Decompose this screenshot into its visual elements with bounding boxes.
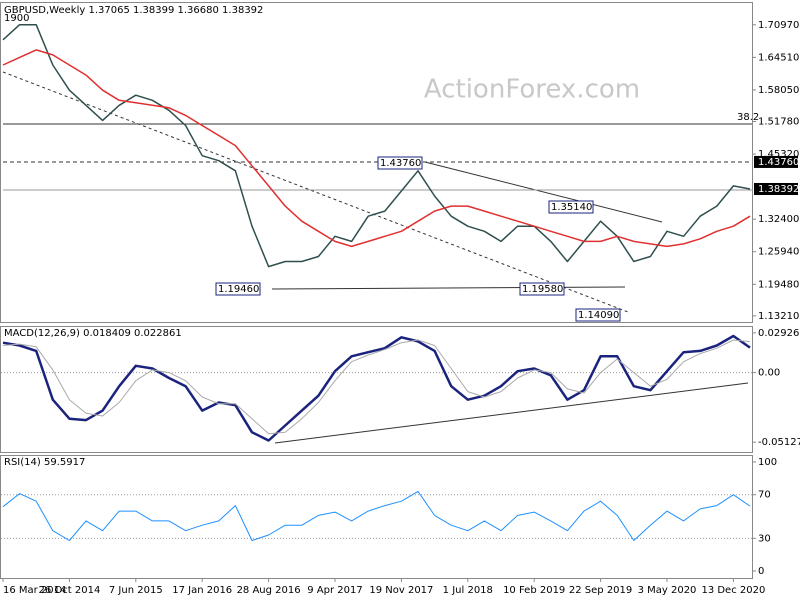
annotation-box bbox=[575, 308, 621, 322]
trend-line bbox=[271, 286, 626, 290]
series-line bbox=[2, 23, 751, 268]
y-tick-label: 1.13210 bbox=[758, 311, 799, 322]
annotation: 1.35140 bbox=[551, 202, 592, 213]
y-tick-label: 0.029261 bbox=[758, 328, 800, 339]
macd-title: MACD(12,26,9) 0.018409 0.022861 bbox=[4, 328, 182, 339]
x-tick-label: 17 Jan 2016 bbox=[172, 585, 232, 596]
x-tick-label: 26 Oct 2014 bbox=[38, 585, 100, 596]
x-tick-label: 13 Dec 2020 bbox=[701, 585, 765, 596]
y-tick-label: 0.00 bbox=[758, 368, 780, 379]
watermark: ActionForex.com bbox=[424, 75, 640, 105]
annotation: 38.2 bbox=[737, 112, 759, 123]
x-tick-label: 1 Jul 2018 bbox=[443, 585, 493, 596]
annotation: 1.19460 bbox=[218, 284, 259, 295]
series-line bbox=[2, 334, 751, 442]
price-tag bbox=[754, 182, 798, 195]
annotation: 1.14090 bbox=[578, 310, 619, 321]
y-tick-label: 1.64510 bbox=[758, 52, 799, 63]
annotation: 1900 bbox=[4, 13, 29, 24]
y-tick-label: -0.051279 bbox=[758, 437, 800, 448]
series-line bbox=[2, 49, 751, 248]
y-tick-label: 1.58050 bbox=[758, 85, 799, 96]
x-tick-label: 22 Sep 2019 bbox=[569, 585, 632, 596]
price-tag bbox=[754, 155, 798, 168]
y-tick-label: 1.51780 bbox=[758, 117, 799, 128]
annotation-box bbox=[215, 282, 261, 296]
y-tick-label: 1.19480 bbox=[758, 279, 799, 290]
x-tick-label: 19 Nov 2017 bbox=[369, 585, 433, 596]
macd-trend-line bbox=[274, 382, 749, 444]
y-tick-label: 100 bbox=[758, 457, 777, 468]
x-tick-label: 3 May 2020 bbox=[638, 585, 697, 596]
y-tick-label: 30 bbox=[758, 533, 771, 544]
annotation: 1.19580 bbox=[522, 284, 563, 295]
y-tick-label: 1.45320 bbox=[758, 149, 799, 160]
y-tick-label: 0 bbox=[758, 566, 764, 577]
y-tick-label: 1.70970 bbox=[758, 20, 799, 31]
y-tick-label: 70 bbox=[758, 490, 771, 501]
rsi-panel bbox=[0, 455, 753, 579]
y-tick-label: 1.25940 bbox=[758, 247, 799, 258]
macd-panel bbox=[0, 326, 753, 453]
x-tick-label: 28 Aug 2016 bbox=[237, 585, 301, 596]
x-tick-label: 10 Feb 2019 bbox=[503, 585, 565, 596]
annotation-box bbox=[377, 156, 423, 170]
annotation: 1.43760 bbox=[380, 158, 421, 169]
annotation-box bbox=[519, 282, 565, 296]
trend-line bbox=[424, 161, 663, 223]
price-title: GBPUSD,Weekly 1.37065 1.38399 1.36680 1.… bbox=[4, 5, 263, 16]
x-tick-label: 9 Apr 2017 bbox=[307, 585, 362, 596]
series-line bbox=[2, 490, 751, 541]
price-tag-label: 1.38392 bbox=[758, 184, 799, 195]
x-tick-label: 7 Jun 2015 bbox=[109, 585, 163, 596]
rsi-title: RSI(14) 59.5917 bbox=[4, 457, 85, 468]
x-tick-label: 16 Mar 2014 bbox=[3, 585, 66, 596]
series-line bbox=[2, 339, 751, 435]
price-tag-label: 1.43760 bbox=[758, 157, 799, 168]
annotation-box bbox=[548, 200, 594, 214]
price-panel bbox=[0, 2, 753, 323]
y-tick-label: 1.32400 bbox=[758, 214, 799, 225]
